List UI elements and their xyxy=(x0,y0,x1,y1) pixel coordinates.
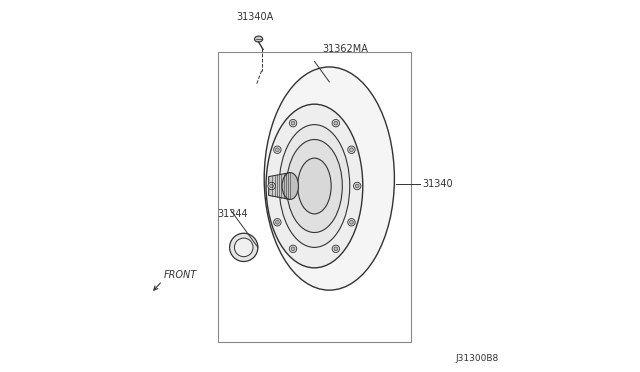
Text: 31362MA: 31362MA xyxy=(322,44,368,54)
Circle shape xyxy=(270,184,273,188)
Ellipse shape xyxy=(287,140,342,232)
Circle shape xyxy=(289,119,297,127)
Circle shape xyxy=(289,245,297,253)
Circle shape xyxy=(274,219,281,226)
Circle shape xyxy=(355,184,359,188)
Circle shape xyxy=(332,245,340,253)
Circle shape xyxy=(348,219,355,226)
Text: 31344: 31344 xyxy=(218,209,248,219)
Circle shape xyxy=(291,247,295,251)
Circle shape xyxy=(349,148,353,152)
Polygon shape xyxy=(269,173,291,199)
Ellipse shape xyxy=(264,67,394,290)
Text: FRONT: FRONT xyxy=(164,270,197,280)
Circle shape xyxy=(348,146,355,153)
Text: J31300B8: J31300B8 xyxy=(455,354,499,363)
Ellipse shape xyxy=(234,238,253,257)
Circle shape xyxy=(268,182,275,190)
Text: 31340: 31340 xyxy=(422,179,453,189)
Circle shape xyxy=(349,221,353,224)
Text: 31340A: 31340A xyxy=(236,12,273,22)
Circle shape xyxy=(332,119,340,127)
Circle shape xyxy=(274,146,281,153)
Circle shape xyxy=(334,121,338,125)
Bar xyxy=(218,52,411,342)
Circle shape xyxy=(334,247,338,251)
Ellipse shape xyxy=(298,158,331,214)
Circle shape xyxy=(353,182,361,190)
Ellipse shape xyxy=(282,173,298,199)
Ellipse shape xyxy=(266,104,363,268)
Circle shape xyxy=(291,121,295,125)
Ellipse shape xyxy=(230,233,258,262)
Circle shape xyxy=(275,220,279,224)
Ellipse shape xyxy=(279,125,349,247)
Circle shape xyxy=(275,148,279,152)
Ellipse shape xyxy=(255,36,262,42)
